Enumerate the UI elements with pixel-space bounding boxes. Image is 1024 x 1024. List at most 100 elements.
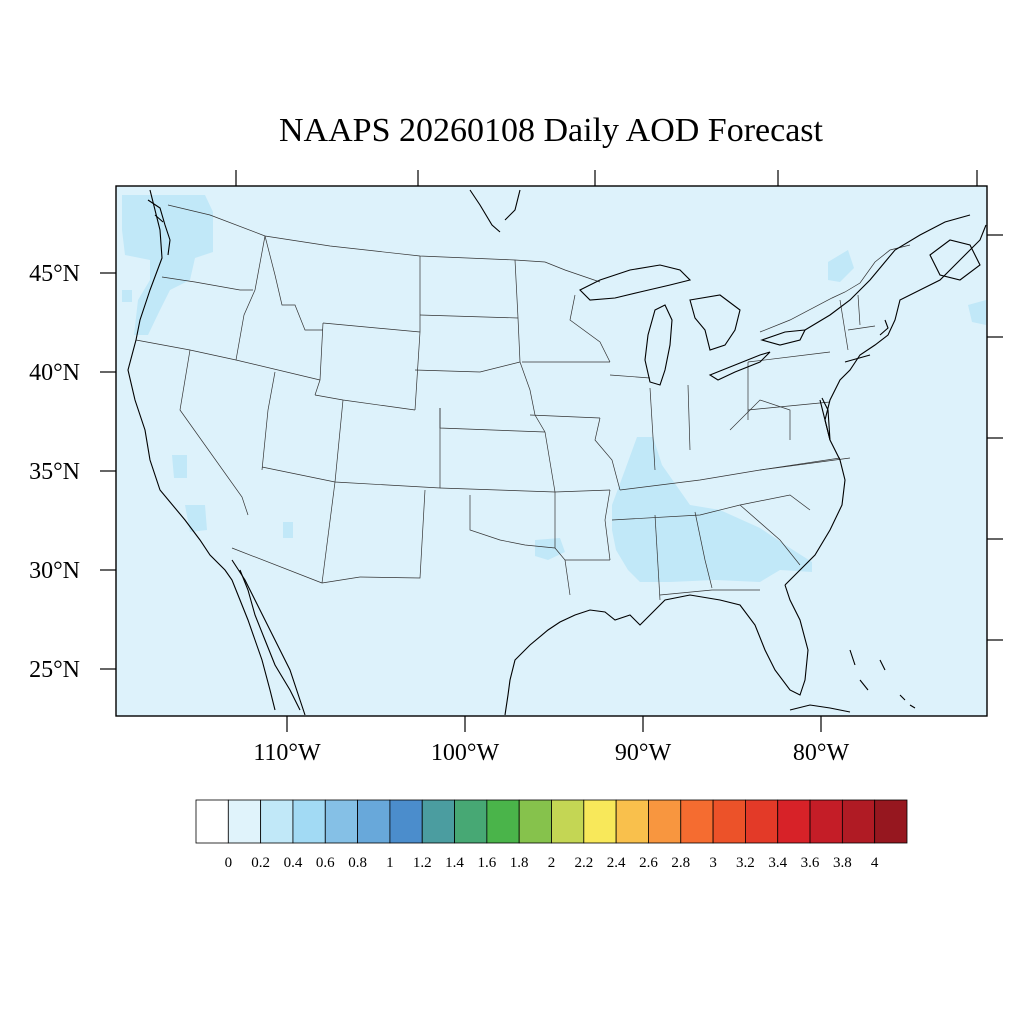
nm-south — [321, 576, 361, 584]
lake-superior — [579, 264, 692, 301]
mo-east — [594, 417, 621, 491]
mt-wy-border — [322, 322, 421, 333]
nv-ut-border — [261, 371, 276, 471]
colorbar-label: 1.8 — [510, 855, 529, 871]
colorbar-swatch — [324, 799, 358, 844]
colorbar-swatch — [551, 799, 585, 844]
mn-east — [569, 294, 611, 363]
colorbar-label: 0.4 — [284, 855, 303, 871]
colorbar-swatch — [874, 799, 908, 844]
colorbar-label: 3.8 — [833, 855, 852, 871]
long-island — [844, 354, 871, 363]
aod-patch-az — [283, 522, 293, 538]
colorbar-swatch — [486, 799, 520, 844]
ga-fl — [659, 589, 760, 596]
colorbar-label: 1 — [386, 855, 394, 871]
wy-west — [314, 322, 324, 396]
gulf-coast — [504, 584, 809, 716]
bahamas — [849, 649, 916, 709]
ar-ms — [604, 489, 611, 561]
colorbar-swatch — [260, 799, 294, 844]
al-ga — [694, 511, 713, 589]
ky-tn — [619, 457, 851, 491]
colorbar-label: 2.4 — [607, 855, 626, 871]
ne-north — [414, 361, 521, 373]
lat-label: 30°N — [29, 558, 80, 584]
colorbar-swatch — [615, 799, 649, 844]
wy-east — [414, 256, 421, 411]
cuba — [789, 704, 851, 713]
aod-patch-baja — [185, 505, 207, 532]
coastlines — [127, 189, 987, 716]
il-in — [649, 387, 656, 471]
aod-enhanced-patches — [122, 195, 986, 582]
lon-label: 110°W — [253, 740, 321, 766]
east-coast — [784, 224, 987, 586]
mo-ar — [554, 489, 611, 493]
pa-south — [747, 401, 831, 411]
nm-tx — [359, 489, 426, 579]
west-coast — [127, 189, 276, 711]
colorbar-label: 2.8 — [671, 855, 690, 871]
colorbar-swatch — [389, 799, 423, 844]
ut-south — [261, 466, 336, 483]
colorbar-swatch — [227, 799, 262, 844]
colorbar-swatch — [841, 799, 876, 844]
ms-al — [654, 514, 661, 601]
lat-label: 35°N — [29, 459, 80, 485]
map-ticks — [100, 170, 1003, 732]
ok-tx — [469, 495, 556, 549]
colorbar-swatch — [809, 799, 843, 844]
map-title: NAAPS 20260108 Daily AOD Forecast — [279, 112, 824, 149]
colorbar-swatch — [777, 799, 811, 844]
colorbar-label: 3.4 — [768, 855, 787, 871]
hudson-bay-coast — [469, 189, 521, 233]
ks-ok — [439, 487, 556, 493]
lon-label: 90°W — [615, 740, 672, 766]
colorbar-label: 3.6 — [801, 855, 820, 871]
nd-sd-border — [419, 314, 519, 319]
wa-or-border — [161, 276, 253, 291]
ga-sc — [739, 504, 801, 566]
baja-gulf — [231, 559, 306, 716]
ia-mo — [529, 414, 601, 419]
colorbar-swatch — [195, 799, 229, 844]
colorbar-label: 4 — [871, 855, 879, 871]
map-background — [116, 186, 987, 716]
id-mt-border — [264, 235, 323, 331]
colorbar-label: 3 — [709, 855, 717, 871]
latitude-labels: 45°N 40°N 35°N 30°N 25°N — [29, 261, 80, 683]
st-lawrence — [804, 214, 971, 331]
colorbar: 0 0.2 0.4 0.6 0.8 1 1.2 1.4 1.6 1.8 2 2.2 2.4 2.6 2.8 3… — [195, 799, 908, 871]
colorbar-label: 2 — [548, 855, 556, 871]
lon-label: 80°W — [793, 740, 850, 766]
az-south — [231, 547, 323, 584]
aod-patch-ocean — [968, 300, 986, 325]
colorbar-label: 2.2 — [574, 855, 593, 871]
lake-huron — [689, 294, 741, 351]
colorbar-label: 0.2 — [251, 855, 270, 871]
co-border — [334, 399, 441, 489]
newfoundland — [929, 239, 981, 281]
lat-label: 25°N — [29, 657, 80, 683]
nc-sc — [739, 494, 811, 511]
colorbar-swatch — [583, 799, 617, 844]
id-border — [235, 235, 266, 361]
cape-cod — [879, 319, 889, 336]
colorbar-swatch — [518, 799, 552, 844]
colorbar-swatch — [292, 799, 326, 844]
lake-erie — [708, 351, 771, 381]
colorbar-label: 0 — [225, 855, 233, 871]
longitude-labels: 110°W 100°W 90°W 80°W — [253, 740, 849, 766]
colorbar-label: 1.6 — [477, 855, 496, 871]
ca-nv-border — [179, 349, 249, 516]
lat-label: 40°N — [29, 360, 80, 386]
lake-ontario — [760, 329, 806, 346]
colorbar-swatch — [357, 799, 391, 844]
aod-patch-or — [122, 290, 132, 302]
lon-label: 100°W — [431, 740, 500, 766]
mexico-west-coast — [239, 569, 301, 711]
ne-states — [847, 294, 876, 331]
tn-south — [611, 504, 741, 521]
